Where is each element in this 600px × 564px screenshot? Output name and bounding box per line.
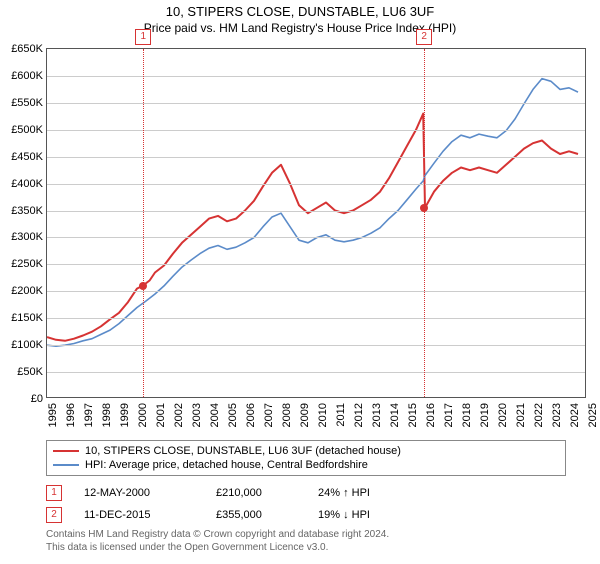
- x-axis-label: 2020: [497, 403, 509, 427]
- gridline: [47, 103, 585, 104]
- event-dot: [420, 204, 428, 212]
- x-axis-label: 2007: [263, 403, 275, 427]
- sale-marker: 1: [46, 485, 62, 501]
- y-axis-label: £350K: [1, 205, 43, 217]
- sale-hpi: 19% ↓ HPI: [318, 509, 566, 521]
- legend-item: HPI: Average price, detached house, Cent…: [53, 458, 559, 472]
- x-axis-label: 2025: [587, 403, 599, 427]
- x-axis-label: 2021: [515, 403, 527, 427]
- sale-hpi: 24% ↑ HPI: [318, 487, 566, 499]
- footer-line1: Contains HM Land Registry data © Crown c…: [46, 528, 566, 541]
- x-axis-label: 1998: [101, 403, 113, 427]
- y-axis-label: £300K: [1, 231, 43, 243]
- legend-label: 10, STIPERS CLOSE, DUNSTABLE, LU6 3UF (d…: [85, 445, 401, 457]
- footer-attribution: Contains HM Land Registry data © Crown c…: [46, 528, 566, 554]
- x-axis-label: 2016: [425, 403, 437, 427]
- x-axis-label: 2011: [335, 403, 347, 427]
- y-axis-label: £50K: [1, 366, 43, 378]
- x-axis-label: 2019: [479, 403, 491, 427]
- gridline: [47, 264, 585, 265]
- y-axis-label: £650K: [1, 43, 43, 55]
- sales-table: 1 12-MAY-2000 £210,000 24% ↑ HPI 2 11-DEC-201…: [46, 482, 566, 526]
- y-axis-label: £450K: [1, 151, 43, 163]
- x-axis-label: 1997: [83, 403, 95, 427]
- y-axis-label: £250K: [1, 258, 43, 270]
- gridline: [47, 157, 585, 158]
- event-line: [424, 49, 425, 397]
- gridline: [47, 76, 585, 77]
- x-axis-label: 2024: [569, 403, 581, 427]
- chart-title-address: 10, STIPERS CLOSE, DUNSTABLE, LU6 3UF: [0, 4, 600, 19]
- y-axis-label: £100K: [1, 339, 43, 351]
- x-axis-label: 2006: [245, 403, 257, 427]
- event-marker: 1: [135, 29, 151, 45]
- y-axis-label: £600K: [1, 70, 43, 82]
- chart-area: £0£50K£100K£150K£200K£250K£300K£350K£400…: [46, 48, 586, 398]
- x-axis-label: 1995: [47, 403, 59, 427]
- x-axis-label: 1999: [119, 403, 131, 427]
- x-axis-label: 2022: [533, 403, 545, 427]
- gridline: [47, 291, 585, 292]
- sale-row: 1 12-MAY-2000 £210,000 24% ↑ HPI: [46, 482, 566, 504]
- chart-title-subtitle: Price paid vs. HM Land Registry's House …: [0, 21, 600, 35]
- sale-marker: 2: [46, 507, 62, 523]
- sale-date: 11-DEC-2015: [84, 509, 194, 521]
- x-axis-label: 2017: [443, 403, 455, 427]
- gridline: [47, 130, 585, 131]
- x-axis-label: 2000: [137, 403, 149, 427]
- x-axis-label: 2004: [209, 403, 221, 427]
- x-axis-label: 2010: [317, 403, 329, 427]
- gridline: [47, 237, 585, 238]
- x-axis-label: 2012: [353, 403, 365, 427]
- plot-region: £0£50K£100K£150K£200K£250K£300K£350K£400…: [46, 48, 586, 398]
- footer-line2: This data is licensed under the Open Gov…: [46, 541, 566, 554]
- x-axis-label: 2009: [299, 403, 311, 427]
- event-line: [143, 49, 144, 397]
- y-axis-label: £550K: [1, 97, 43, 109]
- x-axis-label: 2015: [407, 403, 419, 427]
- legend-item: 10, STIPERS CLOSE, DUNSTABLE, LU6 3UF (d…: [53, 444, 559, 458]
- x-axis-label: 2005: [227, 403, 239, 427]
- gridline: [47, 211, 585, 212]
- legend-box: 10, STIPERS CLOSE, DUNSTABLE, LU6 3UF (d…: [46, 440, 566, 476]
- y-axis-label: £400K: [1, 178, 43, 190]
- sale-date: 12-MAY-2000: [84, 487, 194, 499]
- x-axis-label: 2001: [155, 403, 167, 427]
- x-axis-label: 2018: [461, 403, 473, 427]
- x-axis-label: 1996: [65, 403, 77, 427]
- sale-row: 2 11-DEC-2015 £355,000 19% ↓ HPI: [46, 504, 566, 526]
- event-dot: [139, 282, 147, 290]
- x-axis-label: 2002: [173, 403, 185, 427]
- gridline: [47, 318, 585, 319]
- series-hpi: [47, 79, 578, 347]
- x-axis-label: 2008: [281, 403, 293, 427]
- series-property: [47, 114, 578, 341]
- x-axis-label: 2023: [551, 403, 563, 427]
- y-axis-label: £500K: [1, 124, 43, 136]
- legend-swatch: [53, 450, 79, 452]
- gridline: [47, 345, 585, 346]
- y-axis-label: £200K: [1, 285, 43, 297]
- sale-price: £355,000: [216, 509, 296, 521]
- legend-label: HPI: Average price, detached house, Cent…: [85, 459, 368, 471]
- y-axis-label: £150K: [1, 312, 43, 324]
- event-marker: 2: [416, 29, 432, 45]
- x-axis-label: 2014: [389, 403, 401, 427]
- x-axis-label: 2013: [371, 403, 383, 427]
- gridline: [47, 184, 585, 185]
- y-axis-label: £0: [1, 393, 43, 405]
- x-axis-label: 2003: [191, 403, 203, 427]
- gridline: [47, 372, 585, 373]
- sale-price: £210,000: [216, 487, 296, 499]
- legend-swatch: [53, 464, 79, 466]
